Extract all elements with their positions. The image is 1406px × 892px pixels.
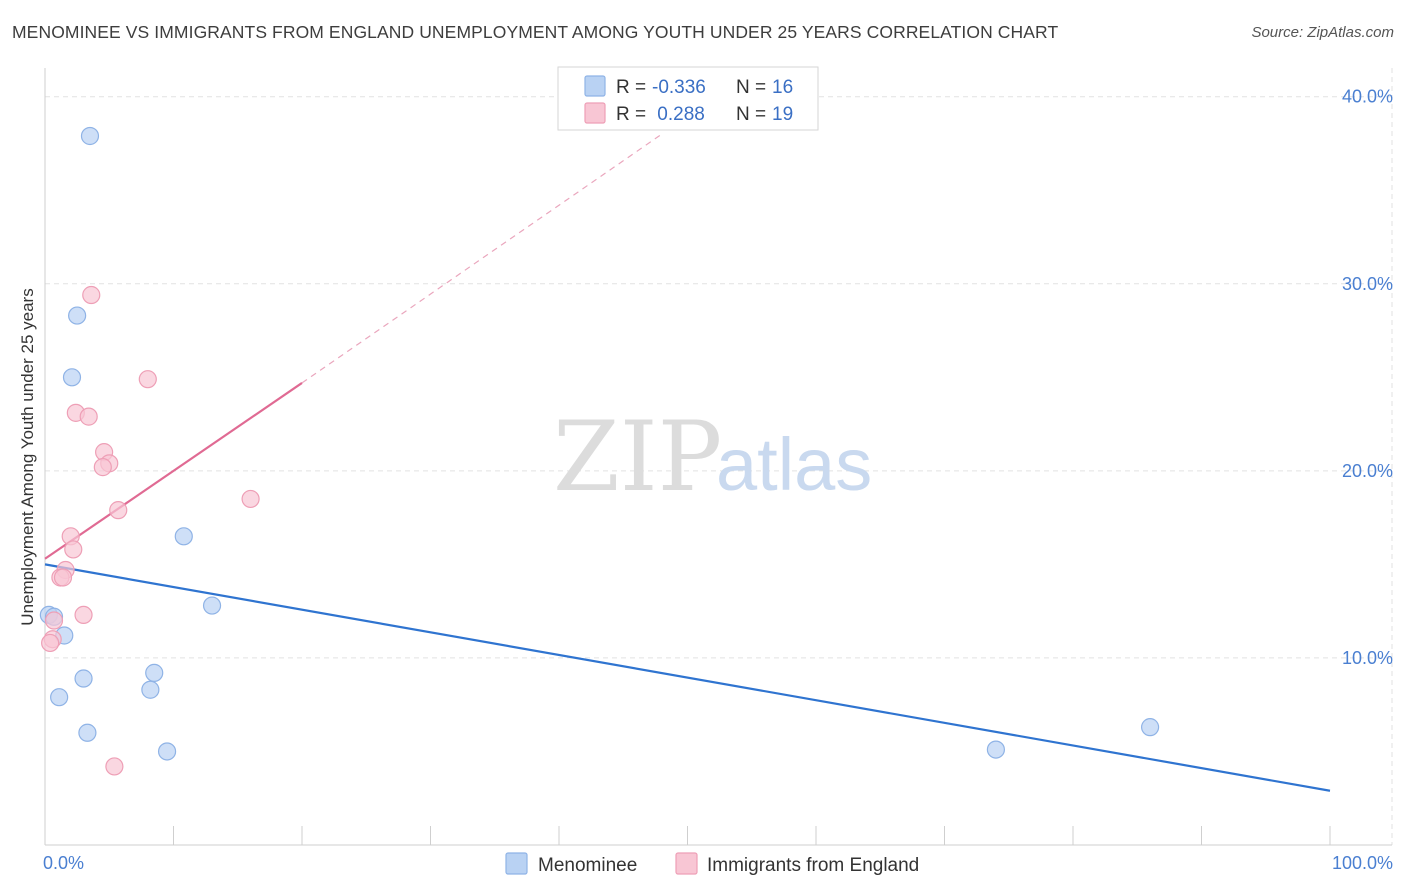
point-menominee-9 — [74, 669, 93, 688]
trend-line-england — [44, 382, 303, 560]
bottom-legend-label-england: Immigrants from England — [707, 855, 919, 876]
x-tick-label-100: 100.0% — [1332, 853, 1393, 873]
point-menominee-15 — [986, 740, 1006, 759]
legend-r-value-menominee: -0.336 — [652, 77, 706, 98]
bottom-legend-label-menominee: Menominee — [538, 855, 637, 876]
chart-title: MENOMINEE VS IMMIGRANTS FROM ENGLAND UNE… — [12, 22, 1059, 42]
legend-swatch-england — [584, 102, 606, 124]
point-menominee-8 — [145, 663, 164, 682]
legend-n-value-menominee: 16 — [772, 77, 793, 98]
legend-n-label-menominee: N = — [736, 77, 766, 98]
x-tick-label-0: 0.0% — [43, 853, 84, 873]
point-menominee-3 — [174, 527, 193, 546]
watermark-atlas: atlas — [716, 423, 872, 506]
point-menominee-14 — [1140, 718, 1160, 737]
legend-r-label-menominee: R = — [616, 77, 646, 98]
point-menominee-4 — [202, 596, 222, 615]
point-england-3 — [79, 407, 98, 426]
x-tick-labels: 0.0% 100.0% — [43, 853, 1393, 873]
point-england-0 — [82, 285, 101, 305]
trend-line-menominee — [44, 563, 1331, 792]
y-axis-label: Unemployment Among Youth under 25 years — [18, 288, 37, 625]
bottom-legend-swatch-menominee — [505, 852, 528, 875]
point-menominee-2 — [62, 368, 82, 387]
legend-n-value-england: 19 — [772, 104, 793, 125]
point-england-6 — [93, 458, 112, 477]
legend-swatch-menominee — [584, 75, 606, 97]
trend-lines — [44, 133, 1331, 792]
point-england-10 — [64, 540, 83, 559]
point-england-13 — [53, 568, 73, 587]
bottom-legend-swatch-england — [675, 852, 698, 875]
y-tick-label-40: 40.0% — [1342, 87, 1393, 107]
point-england-17 — [41, 633, 60, 653]
y-tick-label-10: 10.0% — [1342, 648, 1393, 668]
point-england-7 — [109, 501, 128, 520]
point-menominee-0 — [80, 126, 100, 146]
point-england-14 — [74, 605, 93, 625]
legend-n-label-england: N = — [736, 104, 766, 125]
axes — [44, 68, 1392, 846]
point-menominee-13 — [157, 742, 177, 761]
point-england-15 — [44, 611, 64, 630]
point-menominee-1 — [68, 306, 87, 325]
y-tick-label-20: 20.0% — [1342, 461, 1393, 481]
point-england-18 — [105, 757, 124, 776]
gridlines — [45, 68, 1393, 845]
y-tick-labels: 10.0% 20.0% 30.0% 40.0% — [1342, 87, 1393, 668]
bottom-legend: Menominee Immigrants from England — [505, 852, 919, 876]
point-england-8 — [241, 489, 260, 509]
point-england-1 — [138, 370, 157, 389]
watermark: ZIP atlas — [553, 401, 872, 513]
data-points — [39, 126, 1160, 776]
legend-r-value-england: 0.288 — [652, 104, 705, 125]
point-menominee-11 — [50, 688, 69, 707]
point-menominee-12 — [78, 723, 97, 742]
legend-r-label-england: R = — [616, 104, 646, 125]
chart-source: Source: ZipAtlas.com — [1251, 24, 1394, 41]
legend: R = -0.336 N = 16 R = 0.288 N = 19 — [557, 66, 819, 131]
y-tick-label-30: 30.0% — [1342, 274, 1393, 294]
watermark-zip: ZIP — [553, 401, 722, 513]
trend-extension-england — [301, 133, 663, 384]
point-menominee-10 — [141, 680, 160, 699]
